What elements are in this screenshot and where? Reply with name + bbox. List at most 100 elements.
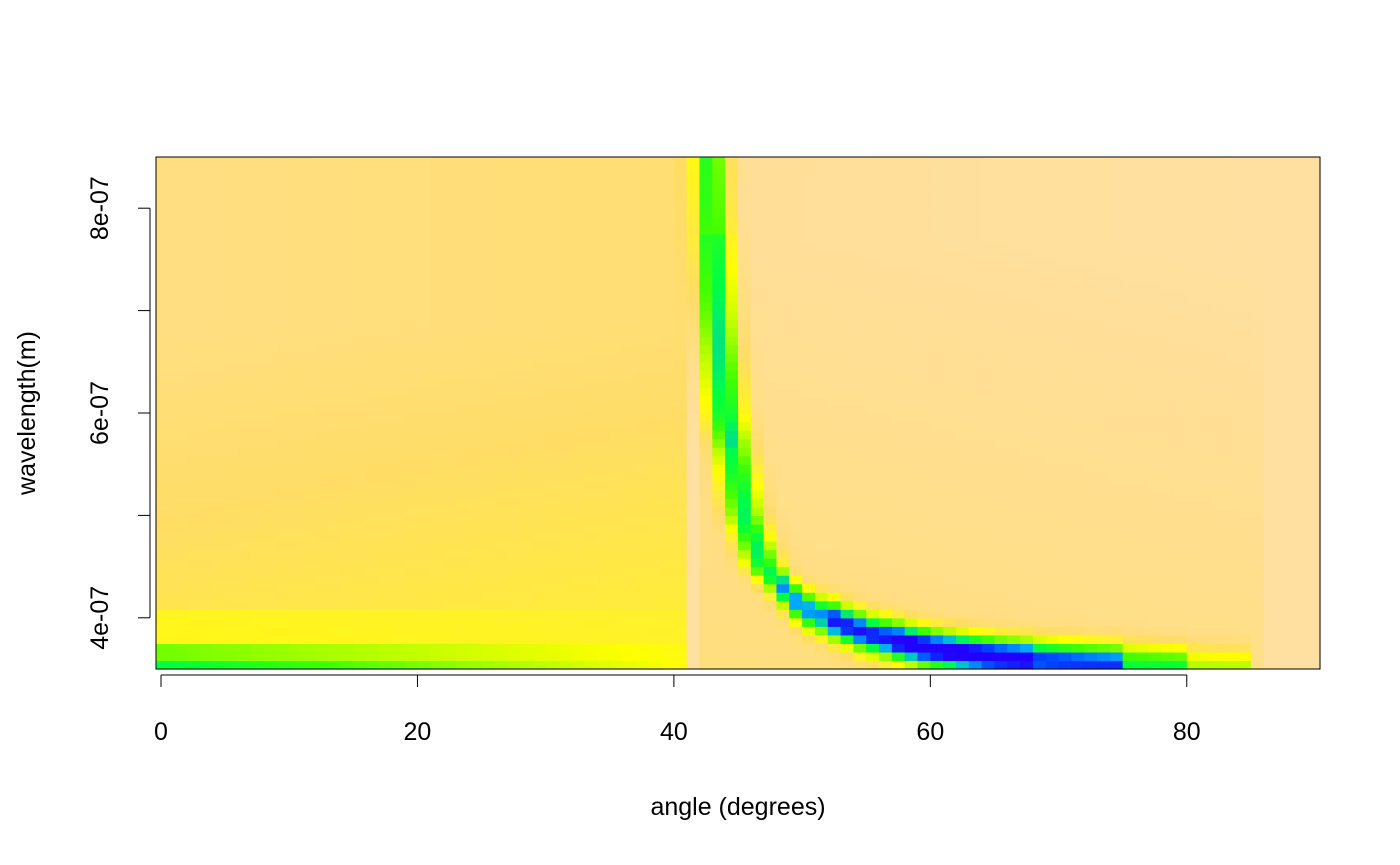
heatmap-cell (417, 558, 431, 568)
heatmap-cell (1109, 472, 1124, 482)
heatmap-cell (417, 413, 431, 423)
heatmap-cell (340, 174, 354, 184)
heatmap-cell (430, 233, 444, 243)
heatmap-cell (981, 626, 996, 636)
heatmap-cell (609, 430, 624, 440)
heatmap-cell (738, 395, 752, 406)
heatmap-cell (156, 344, 175, 354)
heatmap-cell (378, 438, 393, 448)
heatmap-cell (814, 472, 829, 482)
heatmap-cell (635, 361, 649, 371)
heatmap-cell (1045, 523, 1060, 534)
heatmap-cell (468, 558, 483, 568)
heatmap-cell (366, 472, 380, 482)
heatmap-cell (571, 378, 585, 388)
heatmap-cell (468, 464, 483, 474)
heatmap-cell (1173, 293, 1188, 303)
heatmap-cell (558, 319, 572, 329)
heatmap-cell (199, 455, 213, 465)
heatmap-cell (545, 609, 560, 619)
heatmap-cell (853, 643, 867, 653)
heatmap-cell (955, 600, 970, 610)
heatmap-cell (481, 541, 495, 551)
heatmap-cell (494, 541, 508, 551)
heatmap-cell (968, 267, 983, 278)
heatmap-cell (276, 242, 290, 252)
heatmap-cell (1173, 361, 1188, 371)
heatmap-cell (955, 515, 970, 525)
heatmap-cell (712, 225, 726, 235)
heatmap-cell (404, 378, 419, 388)
heatmap-cell (1071, 267, 1085, 278)
heatmap-cell (943, 523, 957, 534)
heatmap-cell (712, 447, 726, 457)
heatmap-cell (1148, 276, 1162, 286)
heatmap-cell (558, 182, 572, 192)
heatmap-cell (558, 157, 572, 167)
heatmap-cell (1135, 592, 1149, 602)
heatmap-cell (378, 455, 393, 465)
heatmap-cell (327, 344, 342, 354)
heatmap-cell (571, 558, 585, 568)
heatmap-cell (853, 413, 867, 423)
heatmap-cell (1186, 310, 1201, 320)
heatmap-cell (353, 191, 367, 201)
heatmap-cell (904, 549, 919, 559)
heatmap-cell (199, 472, 213, 482)
heatmap-cell (327, 558, 342, 568)
heatmap-cell (314, 455, 329, 465)
heatmap-cell (776, 336, 790, 346)
heatmap-cell (943, 541, 957, 551)
heatmap-cell (532, 404, 547, 414)
heatmap-cell (827, 430, 842, 440)
heatmap-cell (763, 199, 778, 209)
heatmap-cell (1212, 174, 1226, 184)
heatmap-cell (366, 413, 380, 423)
heatmap-cell (404, 174, 419, 184)
heatmap-cell (404, 319, 419, 329)
heatmap-cell (686, 404, 701, 414)
heatmap-cell (879, 395, 893, 406)
heatmap-cell (827, 344, 842, 354)
heatmap-cell (648, 293, 662, 303)
heatmap-cell (738, 583, 752, 593)
heatmap-cell (1199, 617, 1214, 627)
heatmap-cell (1007, 498, 1021, 508)
heatmap-cell (930, 592, 944, 602)
heatmap-cell (596, 558, 611, 568)
heatmap-cell (468, 515, 483, 525)
heatmap-cell (1020, 327, 1034, 337)
heatmap-cell (596, 532, 611, 542)
heatmap-cell (302, 455, 316, 465)
heatmap-cell (673, 558, 688, 568)
heatmap-cell (827, 378, 842, 388)
heatmap-cell (199, 242, 213, 252)
heatmap-cell (532, 583, 547, 593)
heatmap-cell (1032, 182, 1047, 192)
heatmap-cell (1212, 344, 1226, 354)
heatmap-cell (507, 199, 521, 209)
heatmap-cell (571, 259, 585, 269)
heatmap-cell (661, 285, 675, 295)
heatmap-cell (263, 233, 277, 243)
heatmap-cell (635, 651, 649, 662)
heatmap-cell (468, 225, 483, 235)
heatmap-cell (968, 438, 983, 448)
heatmap-cell (340, 344, 354, 354)
heatmap-cell (1173, 242, 1188, 252)
heatmap-cell (1020, 541, 1034, 551)
heatmap-cell (455, 634, 470, 644)
heatmap-cell (1186, 455, 1201, 465)
heatmap-cell (507, 344, 521, 354)
heatmap-cell (981, 361, 996, 371)
heatmap-cell (545, 600, 560, 610)
heatmap-cell (237, 259, 252, 269)
heatmap-cell (1122, 489, 1137, 499)
heatmap-cell (417, 609, 431, 619)
heatmap-cell (1135, 430, 1149, 440)
heatmap-cell (443, 319, 457, 329)
heatmap-cell (1148, 361, 1162, 371)
heatmap-cell (545, 651, 560, 662)
heatmap-cell (712, 233, 726, 243)
heatmap-cell (1122, 600, 1137, 610)
